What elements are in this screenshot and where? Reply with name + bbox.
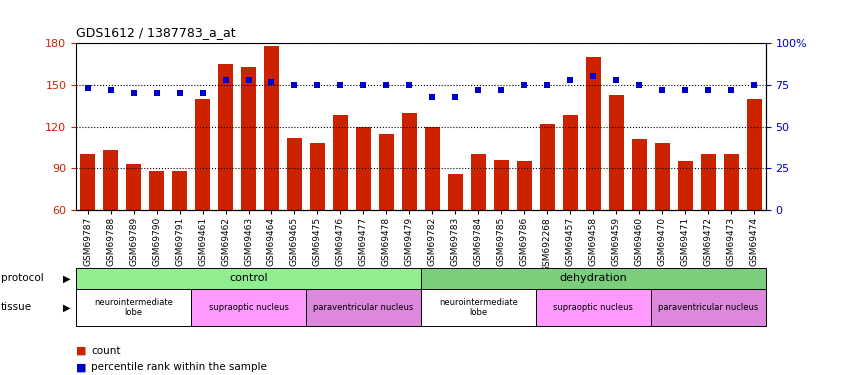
Point xyxy=(518,82,531,88)
Bar xyxy=(379,134,394,293)
Bar xyxy=(191,289,306,326)
Bar xyxy=(241,67,256,293)
Point xyxy=(586,74,600,80)
Point xyxy=(426,93,439,99)
Text: tissue: tissue xyxy=(1,303,32,312)
Text: percentile rank within the sample: percentile rank within the sample xyxy=(91,363,267,372)
Text: ■: ■ xyxy=(76,346,91,355)
Point xyxy=(633,82,646,88)
Bar xyxy=(76,268,420,289)
Point xyxy=(150,90,163,96)
Bar xyxy=(632,139,646,293)
Bar xyxy=(425,127,440,293)
Bar xyxy=(333,116,348,293)
Text: ▶: ▶ xyxy=(63,303,71,312)
Point xyxy=(219,77,233,83)
Point xyxy=(265,78,278,84)
Bar xyxy=(287,138,302,293)
Bar xyxy=(306,289,420,326)
Point xyxy=(724,87,738,93)
Point xyxy=(127,90,140,96)
Point xyxy=(81,85,95,91)
Point xyxy=(357,82,371,88)
Point xyxy=(495,87,508,93)
Point xyxy=(541,82,554,88)
Text: neurointermediate
lobe: neurointermediate lobe xyxy=(439,298,518,317)
Bar xyxy=(747,99,761,293)
Text: ■: ■ xyxy=(76,363,91,372)
Bar xyxy=(655,143,670,293)
Bar xyxy=(76,289,191,326)
Point xyxy=(609,77,623,83)
Text: paraventricular nucleus: paraventricular nucleus xyxy=(313,303,414,312)
Bar xyxy=(723,154,739,293)
Bar xyxy=(471,154,486,293)
Bar xyxy=(402,112,417,293)
Bar xyxy=(149,171,164,293)
Point xyxy=(656,87,669,93)
Bar xyxy=(609,94,624,293)
Point xyxy=(310,82,324,88)
Bar xyxy=(420,268,766,289)
Text: neurointermediate
lobe: neurointermediate lobe xyxy=(94,298,173,317)
Point xyxy=(333,82,347,88)
Bar xyxy=(80,154,95,293)
Point xyxy=(563,77,577,83)
Bar xyxy=(700,154,716,293)
Point xyxy=(678,87,692,93)
Point xyxy=(104,87,118,93)
Point xyxy=(288,82,301,88)
Bar xyxy=(172,171,187,293)
Bar xyxy=(678,161,693,293)
Bar xyxy=(218,64,233,293)
Point xyxy=(448,93,462,99)
Bar xyxy=(103,150,118,293)
Text: dehydration: dehydration xyxy=(559,273,627,284)
Bar xyxy=(536,289,651,326)
Bar xyxy=(651,289,766,326)
Text: supraoptic nucleus: supraoptic nucleus xyxy=(209,303,288,312)
Bar xyxy=(310,143,325,293)
Text: supraoptic nucleus: supraoptic nucleus xyxy=(553,303,633,312)
Bar xyxy=(494,160,508,293)
Bar xyxy=(356,127,371,293)
Point xyxy=(173,90,186,96)
Bar xyxy=(585,57,601,293)
Point xyxy=(747,82,761,88)
Point xyxy=(701,87,715,93)
Text: count: count xyxy=(91,346,121,355)
Point xyxy=(471,87,485,93)
Text: GDS1612 / 1387783_a_at: GDS1612 / 1387783_a_at xyxy=(76,26,236,39)
Bar xyxy=(517,161,532,293)
Bar xyxy=(563,116,578,293)
Bar xyxy=(195,99,210,293)
Bar xyxy=(264,46,279,293)
Text: control: control xyxy=(229,273,268,284)
Bar xyxy=(448,174,463,293)
Point xyxy=(403,82,416,88)
Text: paraventricular nucleus: paraventricular nucleus xyxy=(658,303,758,312)
Bar xyxy=(126,164,141,293)
Point xyxy=(195,90,209,96)
Bar xyxy=(420,289,536,326)
Bar xyxy=(540,124,555,293)
Point xyxy=(242,77,255,83)
Point xyxy=(380,82,393,88)
Text: protocol: protocol xyxy=(1,273,44,284)
Text: ▶: ▶ xyxy=(63,273,71,284)
